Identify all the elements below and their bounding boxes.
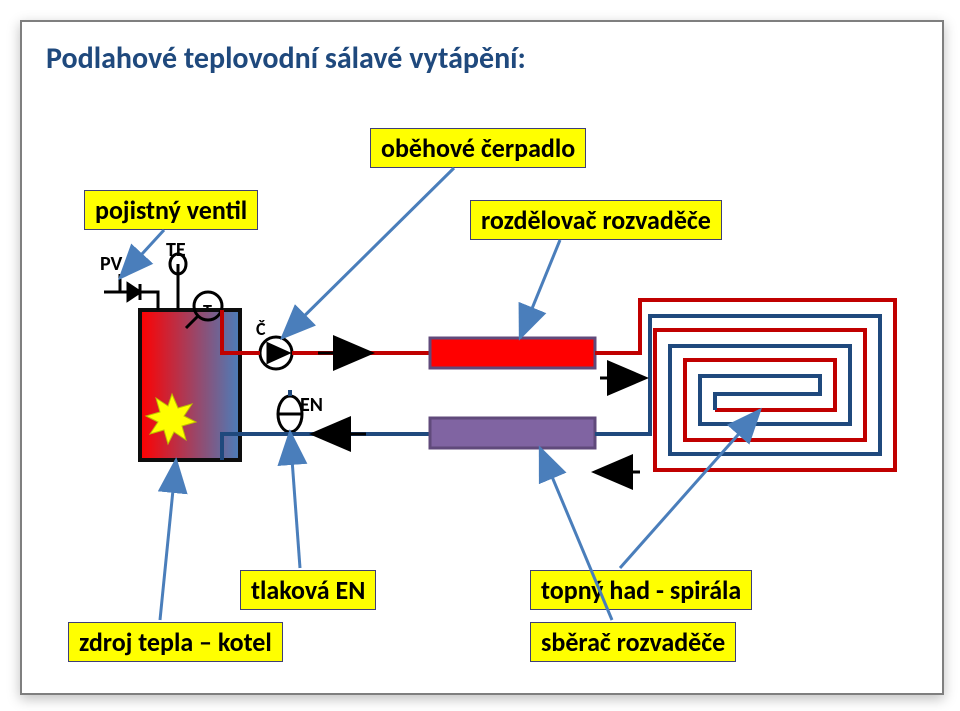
boiler-body [140,310,240,460]
expansion-vessel-icon [278,396,302,432]
pipe-hot [222,310,430,353]
leader [160,460,176,620]
diagram-svg [0,0,960,711]
pipe-cold [222,390,430,460]
leader [520,240,560,338]
leader [282,168,454,338]
leader [120,230,164,278]
leader [290,432,300,568]
manifold-cold [430,418,595,448]
manifold-hot [430,338,595,368]
pump-icon [260,337,292,369]
leader [540,448,612,620]
